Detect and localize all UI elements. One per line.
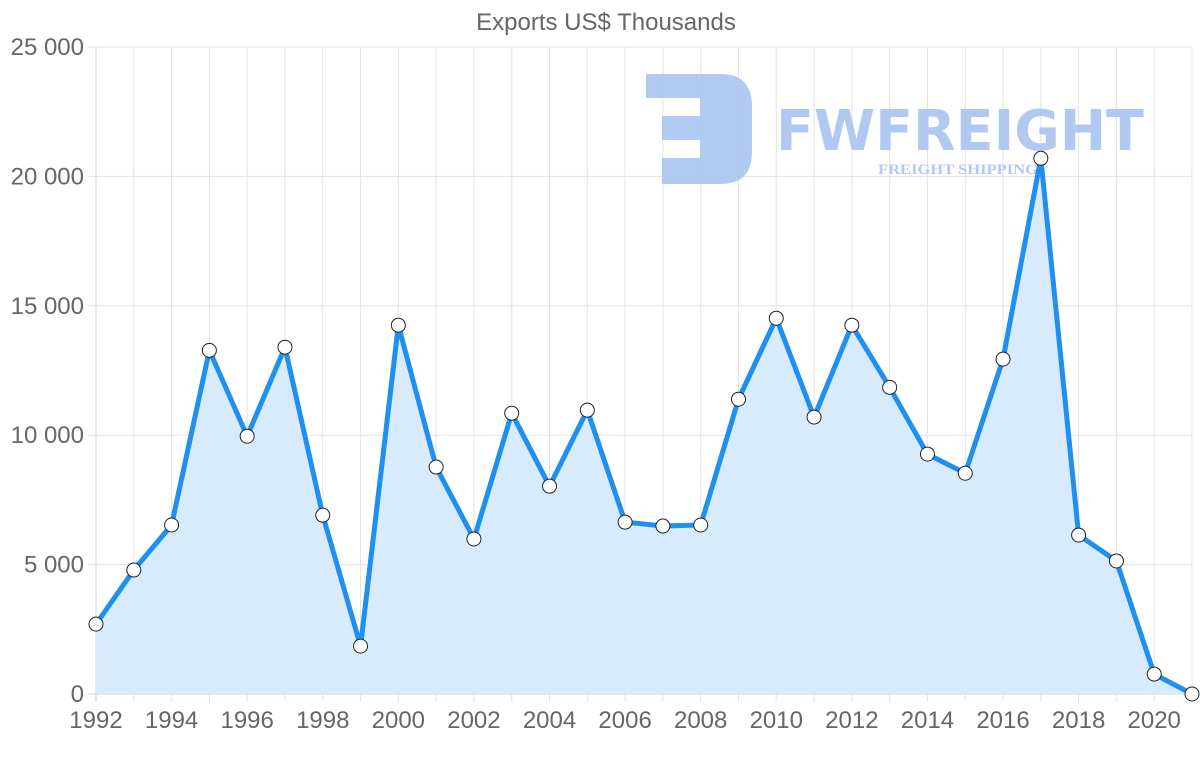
data-point-marker[interactable]	[542, 478, 558, 494]
data-point-marker[interactable]	[126, 562, 142, 578]
data-point-marker[interactable]	[806, 409, 822, 425]
data-point-marker[interactable]	[730, 391, 746, 407]
y-tick-label: 20 000	[11, 163, 84, 190]
x-tick-label: 2000	[372, 707, 425, 734]
x-tick-label: 1994	[145, 707, 198, 734]
x-tick-label: 2010	[750, 707, 803, 734]
data-point-marker[interactable]	[882, 379, 898, 395]
area-fill	[96, 158, 1192, 694]
fwfreight-logo-icon	[646, 74, 752, 184]
series-area	[96, 158, 1192, 694]
x-tick-label: 1998	[296, 707, 349, 734]
data-point-marker[interactable]	[957, 465, 973, 481]
data-point-marker[interactable]	[995, 351, 1011, 367]
data-point-marker[interactable]	[844, 317, 860, 333]
data-point-marker[interactable]	[1033, 150, 1049, 166]
series-line	[93, 155, 1195, 697]
data-point-marker[interactable]	[428, 459, 444, 475]
watermark-tagline: FREIGHT SHIPPING	[878, 162, 1038, 178]
fwfreight-watermark-logo: FWFREIGHT FREIGHT SHIPPING	[646, 74, 1144, 184]
y-tick-label: 15 000	[11, 293, 84, 320]
x-tick-label: 2002	[447, 707, 500, 734]
data-point-marker[interactable]	[768, 310, 784, 326]
data-point-marker[interactable]	[1108, 553, 1124, 569]
x-axis-ticks: 1992 1994 1996 1998 2000 2002 2004 2006 2008 2010…	[69, 707, 1181, 734]
y-tick-label: 5 000	[24, 552, 84, 579]
data-point-marker[interactable]	[353, 638, 369, 654]
data-point-marker[interactable]	[390, 317, 406, 333]
data-point-marker[interactable]	[655, 518, 671, 534]
x-tick-label: 2004	[523, 707, 576, 734]
chart-title: Exports US$ Thousands	[476, 9, 736, 36]
data-point-marker[interactable]	[1146, 666, 1162, 682]
data-point-marker[interactable]	[693, 517, 709, 533]
watermark-brand: FWFREIGHT	[776, 99, 1144, 164]
data-point-marker[interactable]	[88, 616, 104, 632]
x-tick-label: 2012	[825, 707, 878, 734]
data-point-marker[interactable]	[201, 342, 217, 358]
x-tick-label: 2018	[1052, 707, 1105, 734]
series-polyline	[93, 155, 1195, 697]
y-tick-label: 10 000	[11, 422, 84, 449]
x-tick-label: 2008	[674, 707, 727, 734]
x-tick-label: 2014	[901, 707, 954, 734]
data-point-marker[interactable]	[239, 428, 255, 444]
data-point-marker[interactable]	[504, 405, 520, 421]
data-point-marker[interactable]	[1184, 686, 1200, 702]
data-point-marker[interactable]	[579, 402, 595, 418]
data-point-marker[interactable]	[164, 517, 180, 533]
y-tick-label: 0	[71, 681, 84, 708]
y-tick-label: 25 000	[11, 34, 84, 61]
x-tick-label: 2006	[598, 707, 651, 734]
y-axis-ticks: 0 5 000 10 000 15 000 20 000 25 000	[11, 34, 84, 708]
data-points	[88, 150, 1200, 702]
data-point-marker[interactable]	[466, 531, 482, 547]
data-point-marker[interactable]	[315, 507, 331, 523]
data-point-marker[interactable]	[919, 446, 935, 462]
data-point-marker[interactable]	[617, 514, 633, 530]
x-tick-label: 1996	[220, 707, 273, 734]
x-tick-label: 2020	[1128, 707, 1181, 734]
data-point-marker[interactable]	[277, 339, 293, 355]
x-tick-label: 1992	[69, 707, 122, 734]
data-point-marker[interactable]	[1071, 527, 1087, 543]
x-tick-label: 2016	[976, 707, 1029, 734]
